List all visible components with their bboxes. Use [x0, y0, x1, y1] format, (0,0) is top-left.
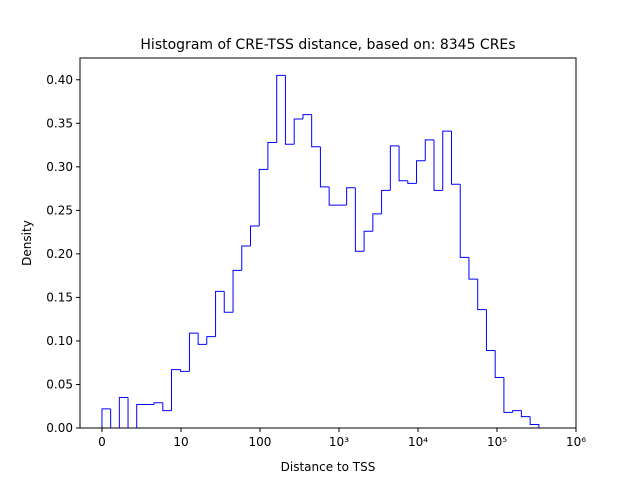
histogram-bin	[258, 168, 268, 227]
y-tick-label: 0.15	[46, 290, 73, 304]
histogram-bin	[442, 130, 452, 191]
histogram-bin	[232, 269, 242, 313]
x-tick-label: 10³	[329, 435, 349, 449]
histogram-bin	[398, 145, 408, 182]
histogram-bin	[468, 257, 478, 280]
histogram-bin	[241, 245, 251, 271]
histogram-bin	[485, 309, 496, 352]
y-tick-label: 0.20	[46, 247, 73, 261]
histogram-bin	[319, 146, 330, 188]
histogram-bin	[206, 336, 216, 345]
histogram-bin	[529, 416, 540, 428]
histogram-bin	[494, 350, 504, 379]
histogram-bin	[276, 74, 286, 143]
histogram-bin	[162, 402, 172, 412]
histogram-bin	[101, 408, 111, 428]
histogram-bin	[188, 332, 199, 372]
histogram-bin	[512, 410, 522, 413]
y-tick-label: 0.30	[46, 160, 73, 174]
histogram-bin	[503, 377, 513, 413]
histogram-bin	[381, 189, 391, 214]
histogram-bin	[459, 184, 469, 258]
x-tick-label: 10	[173, 435, 188, 449]
x-tick-label: 10⁶	[566, 435, 586, 449]
y-tick-label: 0.40	[46, 73, 73, 87]
chart-title: Histogram of CRE-TSS distance, based on:…	[140, 37, 515, 53]
plot-frame	[79, 57, 577, 429]
histogram-bin	[250, 225, 260, 247]
histogram-bin	[477, 279, 487, 311]
histogram-bin	[118, 397, 129, 428]
histogram-bin	[416, 160, 426, 184]
histogram-bin	[450, 131, 461, 185]
histogram-bin	[153, 402, 163, 405]
x-tick-label: 10⁴	[408, 435, 428, 449]
histogram-bin	[328, 186, 338, 206]
y-tick-label: 0.05	[46, 377, 73, 391]
histogram-bin	[424, 139, 435, 161]
histogram-bin	[346, 187, 356, 206]
histogram-bin	[180, 369, 190, 372]
histogram-bin	[293, 118, 303, 145]
histogram-bin	[223, 291, 234, 313]
histogram-bin	[170, 369, 181, 411]
x-tick-label: 100	[249, 435, 272, 449]
histogram-bin	[354, 187, 365, 252]
histogram-bin	[389, 145, 400, 191]
y-tick-label: 0.35	[46, 116, 73, 130]
histogram-bin	[363, 230, 373, 252]
y-tick-label: 0.10	[46, 334, 73, 348]
histogram-bin	[110, 408, 120, 429]
histogram-bin	[267, 141, 277, 170]
x-tick-label: 10⁵	[487, 435, 507, 449]
histogram-bin	[407, 180, 417, 184]
x-tick-label: 0	[98, 435, 106, 449]
histogram-bin	[127, 397, 137, 429]
x-axis-label: Distance to TSS	[281, 460, 376, 474]
y-tick-label: 0.00	[46, 421, 73, 435]
histogram-bin	[215, 290, 225, 337]
histogram-bin	[302, 114, 312, 119]
histogram-bin	[197, 333, 207, 345]
y-axis-label: Density	[20, 220, 34, 266]
histogram-bin	[136, 403, 146, 428]
y-tick-label: 0.25	[46, 203, 73, 217]
histogram-bin	[372, 213, 382, 232]
histogram-bin	[433, 139, 443, 191]
histogram-bin	[520, 410, 531, 418]
histogram-bin	[311, 114, 321, 148]
histogram-bin	[284, 75, 295, 145]
